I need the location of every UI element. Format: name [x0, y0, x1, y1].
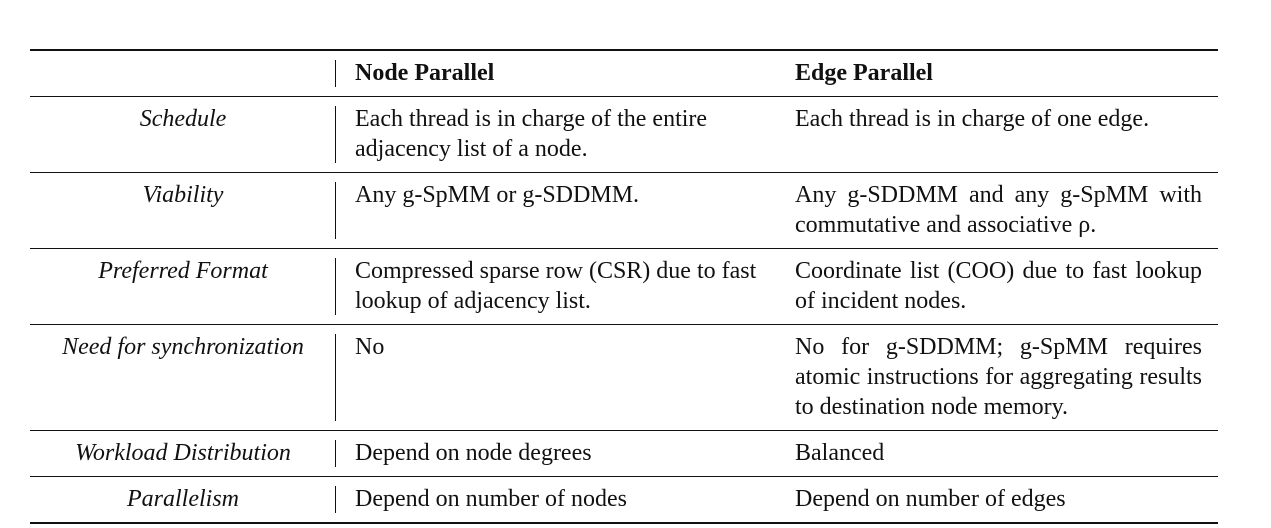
- column-separator: [335, 60, 336, 87]
- row-label: Viability: [142, 182, 224, 208]
- row-label: Schedule: [139, 106, 227, 132]
- row-label-cell: Parallelism: [30, 477, 336, 524]
- table-row: Schedule Each thread is in charge of the…: [30, 97, 1218, 173]
- node-parallel-cell: Each thread is in charge of the entire a…: [355, 106, 708, 162]
- edge-parallel-cell: Each thread is in charge of one edge.: [795, 106, 1150, 132]
- column-separator: [335, 486, 336, 513]
- comparison-table: Node Parallel Edge Parallel Schedule Eac…: [30, 49, 1218, 524]
- column-separator: [335, 182, 336, 239]
- edge-parallel-cell: Depend on number of edges: [795, 486, 1066, 512]
- column-separator: [335, 440, 336, 467]
- edge-parallel-cell: Coordinate list (COO) due to fast lookup…: [795, 258, 1202, 314]
- column-separator: [335, 258, 336, 315]
- table-row: Workload Distribution Depend on node deg…: [30, 431, 1218, 477]
- column-separator: [335, 106, 336, 163]
- column-separator: [335, 334, 336, 421]
- row-label: Workload Distribution: [75, 440, 291, 466]
- table-row: Preferred Format Compressed sparse row (…: [30, 249, 1218, 325]
- edge-parallel-cell: Balanced: [795, 440, 885, 466]
- row-label: Preferred Format: [98, 258, 268, 284]
- table-row: Viability Any g-SpMM or g-SDDMM. Any g-S…: [30, 173, 1218, 249]
- row-label: Need for synchronization: [62, 334, 304, 360]
- node-parallel-cell: Compressed sparse row (CSR) due to fast …: [355, 258, 757, 314]
- node-parallel-cell: No: [355, 334, 385, 360]
- node-parallel-cell: Any g-SpMM or g-SDDMM.: [355, 182, 640, 208]
- header-edge-parallel: Edge Parallel: [795, 60, 933, 86]
- table-header: Node Parallel Edge Parallel: [30, 50, 1218, 97]
- row-label-cell: Schedule: [30, 97, 336, 173]
- table-body: Schedule Each thread is in charge of the…: [30, 97, 1218, 524]
- row-label-cell: Viability: [30, 173, 336, 249]
- row-label-cell: Preferred Format: [30, 249, 336, 325]
- node-parallel-cell: Depend on number of nodes: [355, 486, 627, 512]
- row-label: Parallelism: [127, 486, 239, 512]
- header-row: Node Parallel Edge Parallel: [30, 50, 1218, 97]
- node-parallel-cell: Depend on node degrees: [355, 440, 592, 466]
- edge-parallel-cell: Any g-SDDMM and any g-SpMM with commutat…: [795, 182, 1202, 238]
- table-row: Parallelism Depend on number of nodes De…: [30, 477, 1218, 524]
- edge-parallel-cell: No for g-SDDMM; g-SpMM requires atomic i…: [795, 334, 1202, 420]
- row-label-cell: Need for synchronization: [30, 325, 336, 431]
- header-label-cell: [30, 50, 336, 97]
- header-node-parallel: Node Parallel: [355, 60, 495, 86]
- table-row: Need for synchronization No No for g-SDD…: [30, 325, 1218, 431]
- comparison-table-container: Node Parallel Edge Parallel Schedule Eac…: [30, 49, 1218, 524]
- row-label-cell: Workload Distribution: [30, 431, 336, 477]
